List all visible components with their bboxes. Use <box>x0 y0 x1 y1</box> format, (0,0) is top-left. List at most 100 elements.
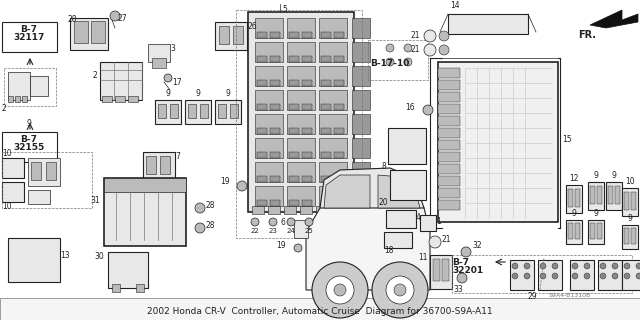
Circle shape <box>439 31 449 41</box>
Bar <box>257 200 267 206</box>
Bar <box>0 298 640 320</box>
Circle shape <box>600 263 606 269</box>
Bar <box>270 176 280 182</box>
Text: 2: 2 <box>2 104 7 113</box>
Bar <box>188 104 196 118</box>
Text: 29: 29 <box>527 292 537 301</box>
Circle shape <box>461 247 471 257</box>
Bar <box>268 206 280 214</box>
Text: 21: 21 <box>410 31 420 41</box>
Circle shape <box>423 105 433 115</box>
Bar <box>289 104 299 110</box>
Bar <box>316 206 328 214</box>
Bar <box>588 220 604 244</box>
Bar <box>388 128 426 164</box>
Text: 17: 17 <box>172 78 182 87</box>
Text: B-17-10: B-17-10 <box>370 60 410 68</box>
Bar <box>257 56 267 62</box>
Bar <box>270 80 280 86</box>
Bar <box>319 186 347 206</box>
Bar <box>438 62 558 222</box>
Bar <box>294 220 308 238</box>
Circle shape <box>540 263 546 269</box>
Bar <box>100 62 142 100</box>
Bar <box>566 220 582 244</box>
Bar <box>255 42 283 62</box>
Bar <box>352 66 370 86</box>
Bar <box>321 80 331 86</box>
Text: S9A4-B1310B: S9A4-B1310B <box>549 293 591 298</box>
Bar <box>438 164 460 174</box>
Bar <box>146 156 156 174</box>
Bar <box>289 200 299 206</box>
Bar <box>155 100 181 124</box>
Circle shape <box>612 273 618 279</box>
Bar <box>22 96 27 102</box>
Bar <box>334 80 344 86</box>
Text: 25: 25 <box>305 228 314 234</box>
Bar <box>321 200 331 206</box>
Polygon shape <box>378 175 420 208</box>
Bar <box>287 90 315 110</box>
Bar <box>590 223 595 239</box>
Bar <box>2 182 24 202</box>
Text: 1: 1 <box>436 218 441 227</box>
Bar <box>321 152 331 158</box>
Bar <box>170 104 178 118</box>
Bar <box>575 189 580 207</box>
Bar <box>136 284 144 292</box>
Bar <box>30 76 48 96</box>
Circle shape <box>552 273 558 279</box>
Bar <box>321 176 331 182</box>
Circle shape <box>424 30 436 42</box>
Bar <box>384 232 412 248</box>
Text: 9: 9 <box>593 209 598 218</box>
Text: B-7: B-7 <box>20 135 38 144</box>
Text: B-7: B-7 <box>452 258 469 267</box>
Bar <box>74 21 88 43</box>
Bar <box>46 162 56 180</box>
Text: 19: 19 <box>276 242 286 251</box>
Circle shape <box>334 284 346 296</box>
Bar <box>158 104 166 118</box>
Text: B-7: B-7 <box>20 25 38 34</box>
Bar <box>8 238 60 282</box>
Bar <box>420 215 436 231</box>
Bar <box>568 223 573 239</box>
Bar <box>319 138 347 158</box>
Bar <box>538 260 562 290</box>
Bar <box>575 223 580 239</box>
Bar <box>566 185 582 213</box>
Circle shape <box>584 263 590 269</box>
Bar <box>287 66 315 86</box>
Bar <box>606 182 622 210</box>
Bar <box>302 32 312 38</box>
Bar <box>624 228 629 244</box>
Bar <box>255 162 283 182</box>
Text: 31: 31 <box>90 196 100 205</box>
Circle shape <box>372 262 428 318</box>
Bar <box>4 68 56 106</box>
Bar <box>289 32 299 38</box>
Bar <box>438 140 460 150</box>
Bar <box>70 18 108 50</box>
Bar <box>334 152 344 158</box>
Bar <box>257 32 267 38</box>
Bar <box>438 80 460 90</box>
Bar <box>438 116 460 126</box>
Text: 6: 6 <box>280 218 285 227</box>
Text: 16: 16 <box>405 103 415 113</box>
Text: 28: 28 <box>206 201 216 210</box>
Bar <box>289 152 299 158</box>
Text: 32155: 32155 <box>13 143 45 152</box>
Bar <box>284 206 296 214</box>
Text: 15: 15 <box>562 135 572 145</box>
Bar <box>319 66 347 86</box>
Text: 22: 22 <box>251 228 259 234</box>
Bar <box>568 189 573 207</box>
Bar <box>287 186 315 206</box>
Bar <box>112 284 120 292</box>
Text: 18: 18 <box>384 246 394 255</box>
Bar <box>287 138 315 158</box>
Bar <box>270 32 280 38</box>
